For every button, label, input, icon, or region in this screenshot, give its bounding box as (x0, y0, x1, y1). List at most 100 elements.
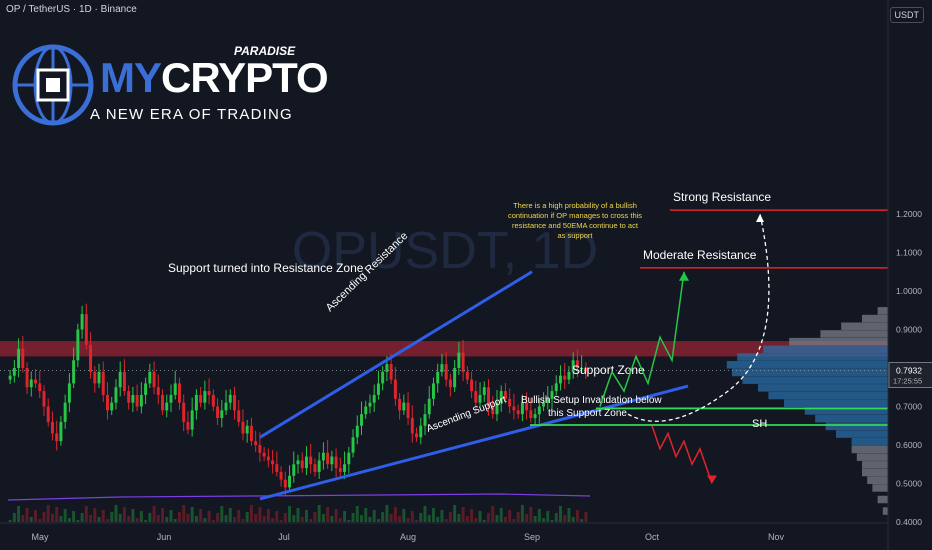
volume-bar (275, 511, 279, 522)
y-tick-label: 1.2000 (896, 209, 922, 219)
x-tick-label: May (31, 532, 49, 542)
candle-body (182, 402, 186, 422)
volume-bar (220, 506, 224, 522)
y-tick-label: 1.1000 (896, 248, 922, 258)
volume-bar (537, 509, 541, 522)
volume-bar (482, 520, 486, 522)
volume-bar (228, 508, 232, 522)
candle-body (72, 360, 76, 384)
volume-bar (139, 511, 143, 522)
candle-body (499, 391, 503, 403)
volume-bar (330, 516, 334, 522)
candle-body (216, 406, 220, 419)
candle-body (495, 402, 499, 415)
candle-body (444, 364, 448, 380)
volume-profile-bar (836, 430, 888, 438)
candle-body (563, 375, 567, 380)
note-line-1: There is a high probability of a bullish (513, 201, 637, 210)
candle-body (330, 456, 334, 465)
volume-bar (461, 507, 465, 522)
candle-body (554, 383, 558, 392)
volume-bar (516, 512, 520, 522)
candle-body (266, 456, 270, 461)
candle-body (29, 379, 33, 388)
logo-subtitle: PARADISE (234, 44, 296, 58)
volume-bar (186, 514, 190, 522)
logo-brand-crypto: CRYPTO (161, 54, 329, 101)
volume-bar (118, 514, 122, 522)
volume-bar (12, 513, 16, 522)
currency-button[interactable]: USDT (889, 7, 924, 23)
candle-body (364, 406, 368, 415)
volume-bar (76, 520, 80, 522)
y-tick-label: 0.6000 (896, 440, 922, 450)
volume-bar (495, 515, 499, 522)
volume-bar (571, 517, 575, 522)
volume-profile-bar (804, 407, 888, 415)
candle-body (12, 368, 16, 376)
candle-body (233, 394, 236, 411)
volume-bar (465, 516, 469, 522)
candle-body (46, 406, 50, 422)
price-axis-bg (888, 0, 932, 550)
volume-bar (550, 520, 554, 522)
volume-bar (93, 508, 97, 522)
candle-body (313, 464, 317, 472)
volume-bar (177, 512, 181, 522)
volume-bar (491, 506, 495, 522)
globe-chip-icon (12, 44, 94, 126)
volume-bar (559, 506, 562, 522)
volume-bar (406, 518, 410, 522)
candle-body (402, 402, 406, 411)
candle-body (34, 379, 37, 384)
volume-bar (309, 519, 313, 522)
candle-body (63, 402, 67, 422)
volume-bar (106, 519, 109, 522)
volume-bar (80, 513, 84, 522)
candle-body (241, 421, 245, 434)
volume-bar (262, 516, 266, 522)
volume-bar (300, 517, 304, 522)
price-badge (888, 362, 932, 388)
candle-body (228, 394, 232, 403)
volume-bar (216, 513, 220, 522)
candle-body (317, 460, 321, 472)
volume-bar (453, 505, 457, 522)
candle-body (567, 371, 571, 380)
candle-body (224, 402, 228, 411)
candle-body (283, 479, 287, 488)
volume-bar (50, 514, 54, 522)
candle-body (537, 406, 541, 415)
candle-body (487, 387, 490, 407)
candle-body (508, 398, 512, 407)
volume-bar (211, 520, 215, 522)
volume-bar (182, 505, 186, 522)
volume-bar (423, 506, 427, 522)
candle-body (296, 460, 300, 465)
volume-bar (525, 514, 529, 522)
candle-body (279, 471, 283, 480)
volume-bar (440, 510, 444, 522)
volume-bar (448, 512, 452, 522)
candle-body (237, 410, 241, 422)
volume-bar (233, 517, 236, 522)
candle-body (249, 425, 253, 442)
candle-body (55, 433, 59, 442)
invalidation-label-line2: this Support Zone (548, 408, 627, 419)
y-tick-label: 0.7000 (896, 402, 922, 412)
volume-profile-bar (851, 445, 888, 454)
volume-bar (372, 510, 376, 522)
candle-body (550, 391, 554, 399)
candle-body (372, 394, 376, 403)
candle-body (156, 387, 160, 395)
price-badge-value: 0.7932 (896, 366, 922, 376)
volume-profile-bar (825, 422, 888, 431)
volume-bar (59, 516, 63, 522)
volume-bar (63, 509, 67, 522)
volume-bar (254, 514, 258, 522)
candle-body (194, 394, 198, 411)
volume-bar (292, 515, 296, 522)
volume-bar (89, 515, 93, 522)
